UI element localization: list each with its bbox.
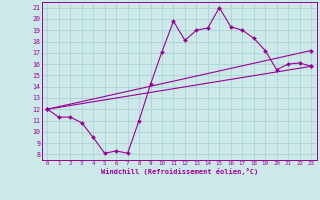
X-axis label: Windchill (Refroidissement éolien,°C): Windchill (Refroidissement éolien,°C) (100, 168, 258, 175)
